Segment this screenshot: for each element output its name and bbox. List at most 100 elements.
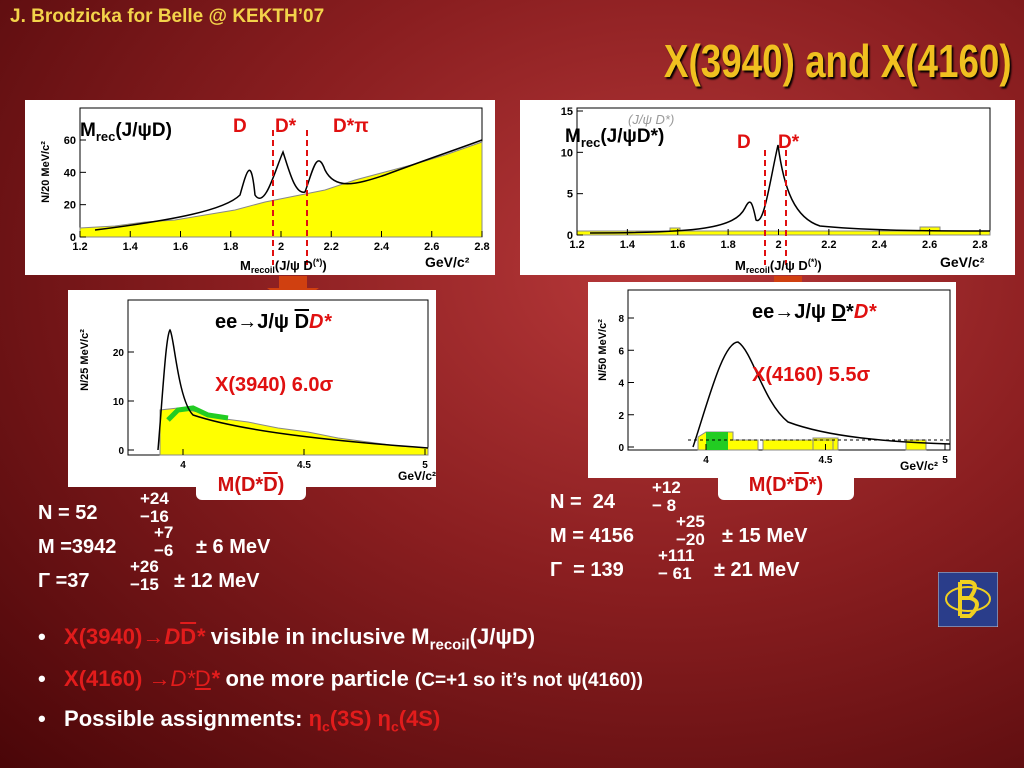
result-lower: − 8 xyxy=(652,496,677,515)
peak-label: D*π xyxy=(333,116,369,137)
result-value: M = 4156 xyxy=(550,525,634,547)
x-label: Mrecoil(J/ψ D(*)) xyxy=(735,257,822,275)
t: M xyxy=(240,258,251,273)
t: D xyxy=(832,301,846,323)
x-tick-label: 4 xyxy=(703,455,709,466)
t: recoil xyxy=(251,265,275,275)
result-error: ± 21 MeV xyxy=(714,559,800,581)
t: * xyxy=(846,301,854,323)
belle-logo xyxy=(938,572,998,627)
process: ee→J/ψ D*D* xyxy=(752,301,877,323)
t: D* xyxy=(854,301,877,323)
y-tick-label: 8 xyxy=(618,314,624,325)
result-upper: +24 xyxy=(140,489,169,508)
result-error: ± 12 MeV xyxy=(174,570,260,592)
y-tick-label: 0 xyxy=(567,230,573,242)
y-tick-label: 6 xyxy=(618,346,624,357)
title: X(3940) and X(4160) xyxy=(664,35,1012,87)
t: ee→J/ψ xyxy=(752,301,832,323)
y-tick-label: 2 xyxy=(618,411,624,422)
result-value: N = 24 xyxy=(550,491,616,513)
histogram-green xyxy=(706,432,728,450)
result-upper: +26 xyxy=(130,557,159,576)
t: ) xyxy=(277,474,285,496)
t: (J/ψ D xyxy=(770,258,808,273)
x-tick-label: 5 xyxy=(942,455,948,466)
y-label: N/20 MeV/c² xyxy=(40,141,52,203)
result-lower: − 61 xyxy=(658,564,692,583)
t: recoil xyxy=(746,265,770,275)
y-tick-label: 4 xyxy=(618,379,624,390)
bullet: • X(3940)→DD* visible in inclusive Mreco… xyxy=(38,624,536,654)
x-tick-label: 2.6 xyxy=(424,241,439,253)
result-lower: −6 xyxy=(154,541,174,560)
y-tick-label: 5 xyxy=(567,189,573,201)
x-tick-label: 1.4 xyxy=(123,241,139,253)
significance: X(4160) 5.5σ xyxy=(752,364,871,386)
t: X(3940) xyxy=(64,624,143,649)
x-unit: GeV/c² xyxy=(940,254,985,270)
fit-curve xyxy=(94,139,483,231)
histogram xyxy=(159,407,429,456)
x-tick-label: 4 xyxy=(180,460,186,471)
plot-label: Mrec(J/ψD*) xyxy=(565,126,664,150)
peak-label: D xyxy=(233,116,247,137)
x-unit: GeV/c² xyxy=(425,254,470,270)
t: c xyxy=(322,718,330,735)
t: (3S) η xyxy=(329,706,391,731)
x-tick-label: 1.4 xyxy=(620,239,636,251)
bullet: • Possible assignments: ηc(3S) ηc(4S) xyxy=(38,706,441,735)
y-label: N/50 MeV/c² xyxy=(597,319,609,381)
t: (J/ψD*) xyxy=(600,126,664,147)
t: M xyxy=(80,120,96,141)
t: M(D* xyxy=(217,474,264,496)
result-lower: −20 xyxy=(676,530,705,549)
result-value: N = 52 xyxy=(38,502,98,524)
t: one more particle xyxy=(219,666,415,691)
x-label: Mrecoil(J/ψ D(*)) xyxy=(240,257,327,275)
y-tick-label: 10 xyxy=(113,397,125,408)
t: (J/ψD) xyxy=(469,624,536,649)
y-tick-label: 60 xyxy=(64,135,76,147)
faint-label: (J/ψ D*) xyxy=(628,112,674,127)
y-tick-label: 10 xyxy=(561,147,573,159)
t: →D xyxy=(142,624,181,649)
t: ee→J/ψ xyxy=(215,311,295,333)
author: J. Brodzicka for Belle @ KEKTH’07 xyxy=(10,6,325,27)
x-tick-label: 1.2 xyxy=(72,241,87,253)
t: ) xyxy=(817,258,821,273)
t: (*) xyxy=(808,257,818,267)
result-error: ± 6 MeV xyxy=(196,536,271,558)
x-tick-label: 1.2 xyxy=(569,239,584,251)
x-tick-label: 2 xyxy=(775,239,781,251)
t: rec xyxy=(96,129,116,144)
result-lower: −16 xyxy=(140,507,169,526)
result-upper: +25 xyxy=(676,512,705,531)
fit-curve xyxy=(692,341,951,448)
t: (*) xyxy=(313,257,323,267)
plot-label: Mrec(J/ψD) xyxy=(80,120,172,144)
result-upper: +12 xyxy=(652,478,681,497)
t: * xyxy=(196,624,205,649)
x-tick-label: 4.5 xyxy=(819,455,833,466)
t: Possible assignments: xyxy=(64,706,309,731)
peak-label: D* xyxy=(275,116,297,137)
x-tick-label: 2.8 xyxy=(474,241,489,253)
result-upper: +111 xyxy=(658,546,695,565)
y-tick-label: 0 xyxy=(618,443,624,454)
t: D xyxy=(180,624,197,649)
x-tick-label: 2.8 xyxy=(972,239,987,251)
t: M(D* xyxy=(748,474,795,496)
t: *) xyxy=(808,474,824,496)
x-unit: GeV/c² xyxy=(398,469,436,483)
plot: ee→J/ψ DD* X(3940) 6.0σ N/25 MeV/c² GeV/… xyxy=(68,290,436,487)
x-tick-label: 1.6 xyxy=(670,239,685,251)
process: ee→J/ψ DD* xyxy=(215,311,332,333)
result-value: Γ =37 xyxy=(38,570,90,592)
x-tick-label: 2.2 xyxy=(821,239,836,251)
x-tick-label: 4.5 xyxy=(297,460,311,471)
t: X(4160) xyxy=(64,666,143,691)
peak-label: D* xyxy=(778,132,800,153)
t: (J/ψD) xyxy=(115,120,172,141)
